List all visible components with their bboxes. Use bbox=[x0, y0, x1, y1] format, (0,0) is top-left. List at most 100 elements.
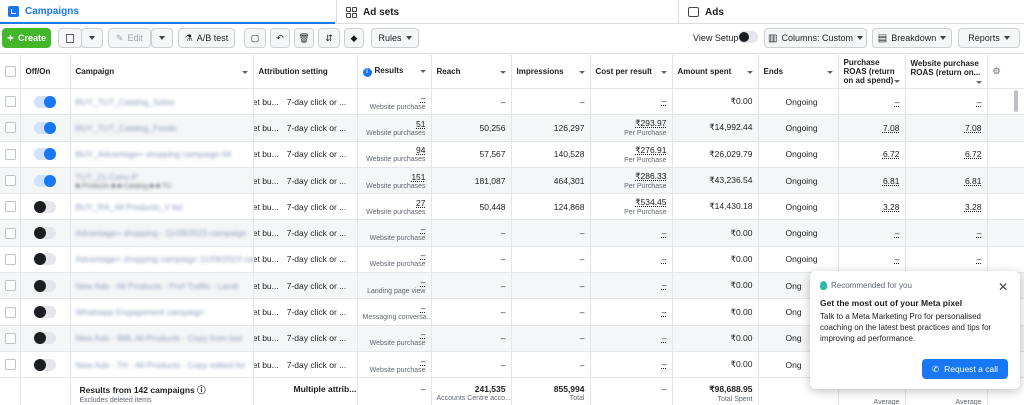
select-all-checkbox[interactable] bbox=[5, 65, 16, 77]
web-roas-value[interactable]: 7.08 bbox=[964, 122, 982, 133]
compare-button[interactable]: ⇵ bbox=[318, 28, 340, 48]
campaign-toggle[interactable] bbox=[33, 358, 56, 371]
results-value[interactable]: 94 bbox=[416, 145, 426, 156]
campaign-name[interactable]: BUY_TUT_Catalog_Salsa bbox=[75, 96, 175, 107]
ab-test-button[interactable]: ⚗ A/B test bbox=[178, 28, 235, 48]
cpr-value[interactable]: – bbox=[661, 280, 667, 291]
table-row[interactable]: BUY_Advantage+ shopping campaign 04 set b… bbox=[0, 141, 1024, 168]
campaign-name[interactable]: Advantage+ shopping campaign 11/09/2023 … bbox=[75, 254, 253, 265]
campaign-name[interactable]: Whatsapp Engagement campaign bbox=[75, 307, 204, 318]
header-impressions[interactable]: Impressions bbox=[511, 53, 591, 89]
table-row[interactable]: BUY_TUT_Catalog_Foods set bu... 7-day clic… bbox=[0, 114, 1024, 142]
table-row[interactable]: Advantage+ shopping campaign 11/09/2023 … bbox=[0, 246, 1024, 274]
campaign-name[interactable]: New Ads - All Products - Prof Traffic - … bbox=[75, 280, 239, 291]
roas-value[interactable]: – bbox=[894, 96, 900, 107]
campaign-name[interactable]: BUY_Advantage+ shopping campaign 04 bbox=[75, 149, 232, 160]
campaign-name[interactable]: New Ads - 9ML All Products - Copy from l… bbox=[75, 333, 243, 344]
results-value[interactable]: 27 bbox=[416, 197, 426, 208]
breakdown-button[interactable]: ▤ Breakdown bbox=[872, 28, 952, 48]
tag-button[interactable]: ◆ bbox=[344, 28, 364, 48]
table-row[interactable]: BUY_RA_All Products_V list set bu... 7-day… bbox=[0, 193, 1024, 221]
campaign-name[interactable]: Advantage+ shopping - 11/09/2023 campaig… bbox=[75, 228, 247, 239]
roas-value[interactable]: – bbox=[894, 228, 900, 239]
web-roas-value[interactable]: – bbox=[976, 228, 982, 239]
row-checkbox[interactable] bbox=[5, 175, 16, 187]
results-value[interactable]: 51 bbox=[416, 118, 426, 129]
sort-chevron-icon[interactable] bbox=[241, 70, 248, 74]
gear-icon[interactable]: ⚙ bbox=[992, 65, 1001, 76]
header-ends[interactable]: Ends bbox=[758, 53, 839, 89]
campaign-toggle[interactable] bbox=[33, 174, 56, 187]
request-call-button[interactable]: ✆ Request a call bbox=[922, 359, 1008, 379]
sort-chevron-icon[interactable] bbox=[746, 70, 753, 74]
undo-button[interactable]: ↶ bbox=[270, 28, 290, 48]
results-value[interactable]: – bbox=[420, 355, 426, 366]
web-roas-value[interactable]: – bbox=[976, 96, 982, 107]
header-campaign[interactable]: Campaign bbox=[70, 53, 254, 89]
web-roas-value[interactable]: 3.28 bbox=[964, 201, 982, 212]
campaign-toggle[interactable] bbox=[33, 200, 56, 213]
header-attribution[interactable]: Attribution setting bbox=[253, 53, 358, 89]
row-checkbox[interactable] bbox=[5, 96, 16, 108]
close-icon[interactable]: ✕ bbox=[997, 280, 1008, 294]
table-row[interactable]: BUY_TUT_Catalog_Salsa set bu... 7-day clic… bbox=[0, 88, 1024, 116]
cpr-value[interactable]: ₹534.45 bbox=[635, 197, 667, 208]
web-roas-value[interactable]: 6.81 bbox=[964, 175, 982, 186]
sort-chevron-icon[interactable] bbox=[893, 79, 900, 83]
results-value[interactable]: – bbox=[420, 276, 426, 287]
roas-value[interactable]: 6.81 bbox=[882, 175, 900, 186]
web-roas-value[interactable]: 6.72 bbox=[964, 149, 982, 160]
columns-button[interactable]: ▥ Columns: Custom bbox=[764, 28, 867, 48]
campaign-toggle[interactable] bbox=[33, 279, 56, 292]
cpr-value[interactable]: – bbox=[661, 359, 667, 370]
row-checkbox[interactable] bbox=[5, 122, 16, 134]
roas-value[interactable]: 3.28 bbox=[882, 201, 900, 212]
results-value[interactable]: – bbox=[420, 329, 426, 340]
row-checkbox[interactable] bbox=[5, 148, 16, 160]
roas-value[interactable]: – bbox=[894, 254, 900, 265]
sort-chevron-icon[interactable] bbox=[499, 70, 506, 74]
roas-value[interactable]: 7.08 bbox=[882, 122, 900, 133]
cpr-value[interactable]: ₹286.33 bbox=[635, 171, 667, 182]
clipboard-button[interactable]: ▢ bbox=[244, 28, 266, 48]
edit-menu-button[interactable] bbox=[151, 28, 173, 48]
results-value[interactable]: – bbox=[420, 250, 426, 261]
campaign-toggle[interactable] bbox=[33, 332, 56, 345]
duplicate-menu-button[interactable] bbox=[81, 28, 103, 48]
row-checkbox[interactable] bbox=[5, 201, 16, 213]
campaign-name[interactable]: BUY_TUT_Catalog_Foods bbox=[75, 122, 177, 133]
sort-chevron-icon[interactable] bbox=[826, 70, 833, 74]
row-checkbox[interactable] bbox=[5, 332, 16, 344]
campaign-toggle[interactable] bbox=[33, 121, 56, 134]
row-checkbox[interactable] bbox=[5, 280, 16, 292]
sort-chevron-icon[interactable] bbox=[660, 70, 667, 74]
row-checkbox[interactable] bbox=[5, 253, 16, 265]
header-settings[interactable]: ⚙ bbox=[987, 53, 1024, 89]
header-results[interactable]: i Results bbox=[357, 53, 432, 89]
cpr-value[interactable]: ₹276.91 bbox=[635, 144, 667, 155]
tab-adsets[interactable]: Ad sets bbox=[338, 0, 676, 24]
view-setup-toggle[interactable] bbox=[738, 31, 758, 43]
cpr-value[interactable]: – bbox=[661, 96, 667, 107]
campaign-name[interactable]: New Ads - TH - All Products - Copy edite… bbox=[75, 359, 246, 370]
results-value[interactable]: – bbox=[420, 92, 426, 103]
campaign-toggle[interactable] bbox=[33, 253, 56, 266]
cpr-value[interactable]: – bbox=[661, 253, 667, 264]
campaign-name[interactable]: BUY_RA_All Products_V list bbox=[75, 201, 183, 212]
table-row[interactable]: TUT_21-Conv-P ■ Products ■ ■ Catalog ■ ■ … bbox=[0, 167, 1024, 195]
sort-chevron-icon[interactable] bbox=[419, 69, 426, 73]
delete-button[interactable]: 🗑 bbox=[294, 28, 314, 48]
row-checkbox[interactable] bbox=[5, 359, 16, 371]
header-amount-spent[interactable]: Amount spent bbox=[672, 53, 759, 89]
duplicate-button[interactable] bbox=[58, 28, 82, 48]
campaign-toggle[interactable] bbox=[33, 148, 56, 161]
sort-chevron-icon[interactable] bbox=[975, 80, 982, 84]
tab-ads[interactable]: Ads bbox=[680, 0, 1024, 24]
table-scrollbar[interactable] bbox=[1014, 90, 1018, 112]
table-row[interactable]: Advantage+ shopping - 11/09/2023 campaig… bbox=[0, 219, 1024, 247]
sort-chevron-icon[interactable] bbox=[578, 70, 585, 74]
web-roas-value[interactable]: – bbox=[976, 254, 982, 265]
cpr-value[interactable]: ₹293.97 bbox=[635, 118, 667, 129]
header-cost-per-result[interactable]: Cost per result bbox=[590, 53, 673, 89]
tab-campaigns[interactable]: Campaigns bbox=[0, 0, 335, 24]
